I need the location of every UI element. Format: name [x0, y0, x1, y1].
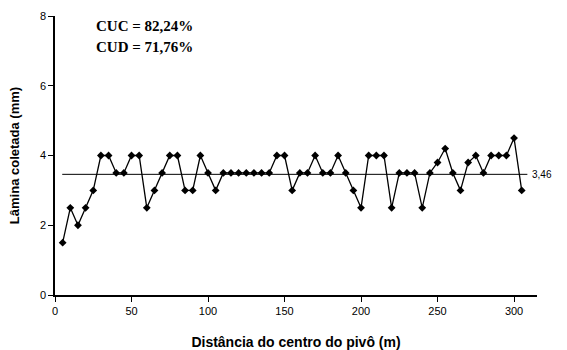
svg-text:2: 2 [40, 219, 46, 231]
svg-text:50: 50 [125, 305, 137, 317]
svg-text:100: 100 [199, 305, 217, 317]
svg-text:150: 150 [275, 305, 293, 317]
svg-text:3,46: 3,46 [532, 169, 552, 180]
svg-text:300: 300 [505, 305, 523, 317]
svg-text:0: 0 [52, 305, 58, 317]
svg-text:CUD = 71,76%: CUD = 71,76% [96, 39, 193, 55]
svg-text:250: 250 [428, 305, 446, 317]
svg-text:200: 200 [352, 305, 370, 317]
svg-text:6: 6 [40, 80, 46, 92]
svg-text:Distância do centro do pivô (m: Distância do centro do pivô (m) [191, 334, 400, 350]
svg-text:8: 8 [40, 10, 46, 22]
svg-text:CUC = 82,24%: CUC = 82,24% [96, 18, 193, 34]
svg-text:Lâmina coletada (mm): Lâmina coletada (mm) [7, 87, 22, 224]
svg-text:0: 0 [40, 289, 46, 301]
svg-text:4: 4 [40, 149, 46, 161]
